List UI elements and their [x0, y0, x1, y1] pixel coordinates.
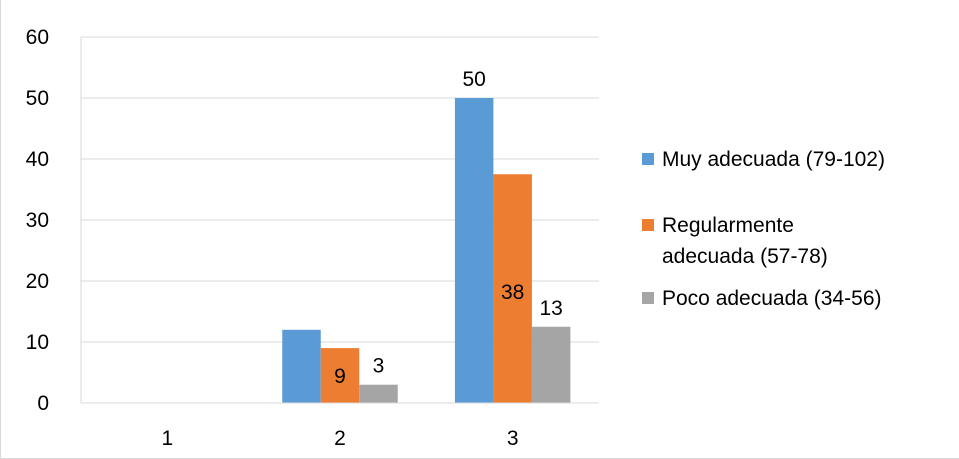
y-tick-label-50: 50 [26, 87, 49, 110]
data-label-2-cat-3: 38 [501, 281, 524, 304]
data-labels: 9 3 50 38 13 [334, 68, 563, 388]
axes: 0 10 20 30 40 50 60 1 2 3 [26, 26, 599, 450]
bars [282, 98, 571, 403]
y-tick-label-20: 20 [26, 270, 49, 293]
x-tick-label-3: 3 [507, 427, 519, 450]
legend-label-1: Muy adecuada (79-102) [662, 148, 885, 171]
legend-label-3: Poco adecuada (34-56) [662, 287, 882, 310]
gridlines [81, 36, 599, 404]
bar-3-cat-3 [531, 326, 571, 403]
x-tick-label-1: 1 [161, 427, 173, 450]
data-label-2-cat-2: 9 [334, 365, 346, 388]
legend-swatch-3 [642, 292, 654, 304]
y-tick-label-0: 0 [37, 392, 49, 415]
bar-2-cat-3 [493, 174, 532, 403]
bar-1-cat-2 [282, 329, 321, 403]
y-tick-label-40: 40 [26, 148, 49, 171]
legend: Muy adecuada (79-102) Regularmente adecuad… [642, 148, 885, 310]
bar-3-cat-2 [359, 384, 398, 403]
legend-swatch-1 [642, 153, 654, 165]
data-label-3-cat-2: 3 [373, 355, 385, 378]
y-tick-label-10: 10 [26, 331, 49, 354]
x-tick-label-2: 2 [334, 427, 346, 450]
bar-1-cat-3 [454, 98, 494, 403]
bar-2-cat-2 [320, 348, 360, 403]
y-tick-label-60: 60 [26, 26, 49, 49]
legend-label-2-line-2: adecuada (57-78) [662, 245, 828, 268]
y-tick-label-30: 30 [26, 209, 49, 232]
data-label-1-cat-3: 50 [462, 68, 485, 91]
data-label-3-cat-3: 13 [539, 297, 562, 320]
legend-label-2-line-1: Regularmente [662, 214, 794, 237]
legend-swatch-2 [642, 219, 654, 231]
